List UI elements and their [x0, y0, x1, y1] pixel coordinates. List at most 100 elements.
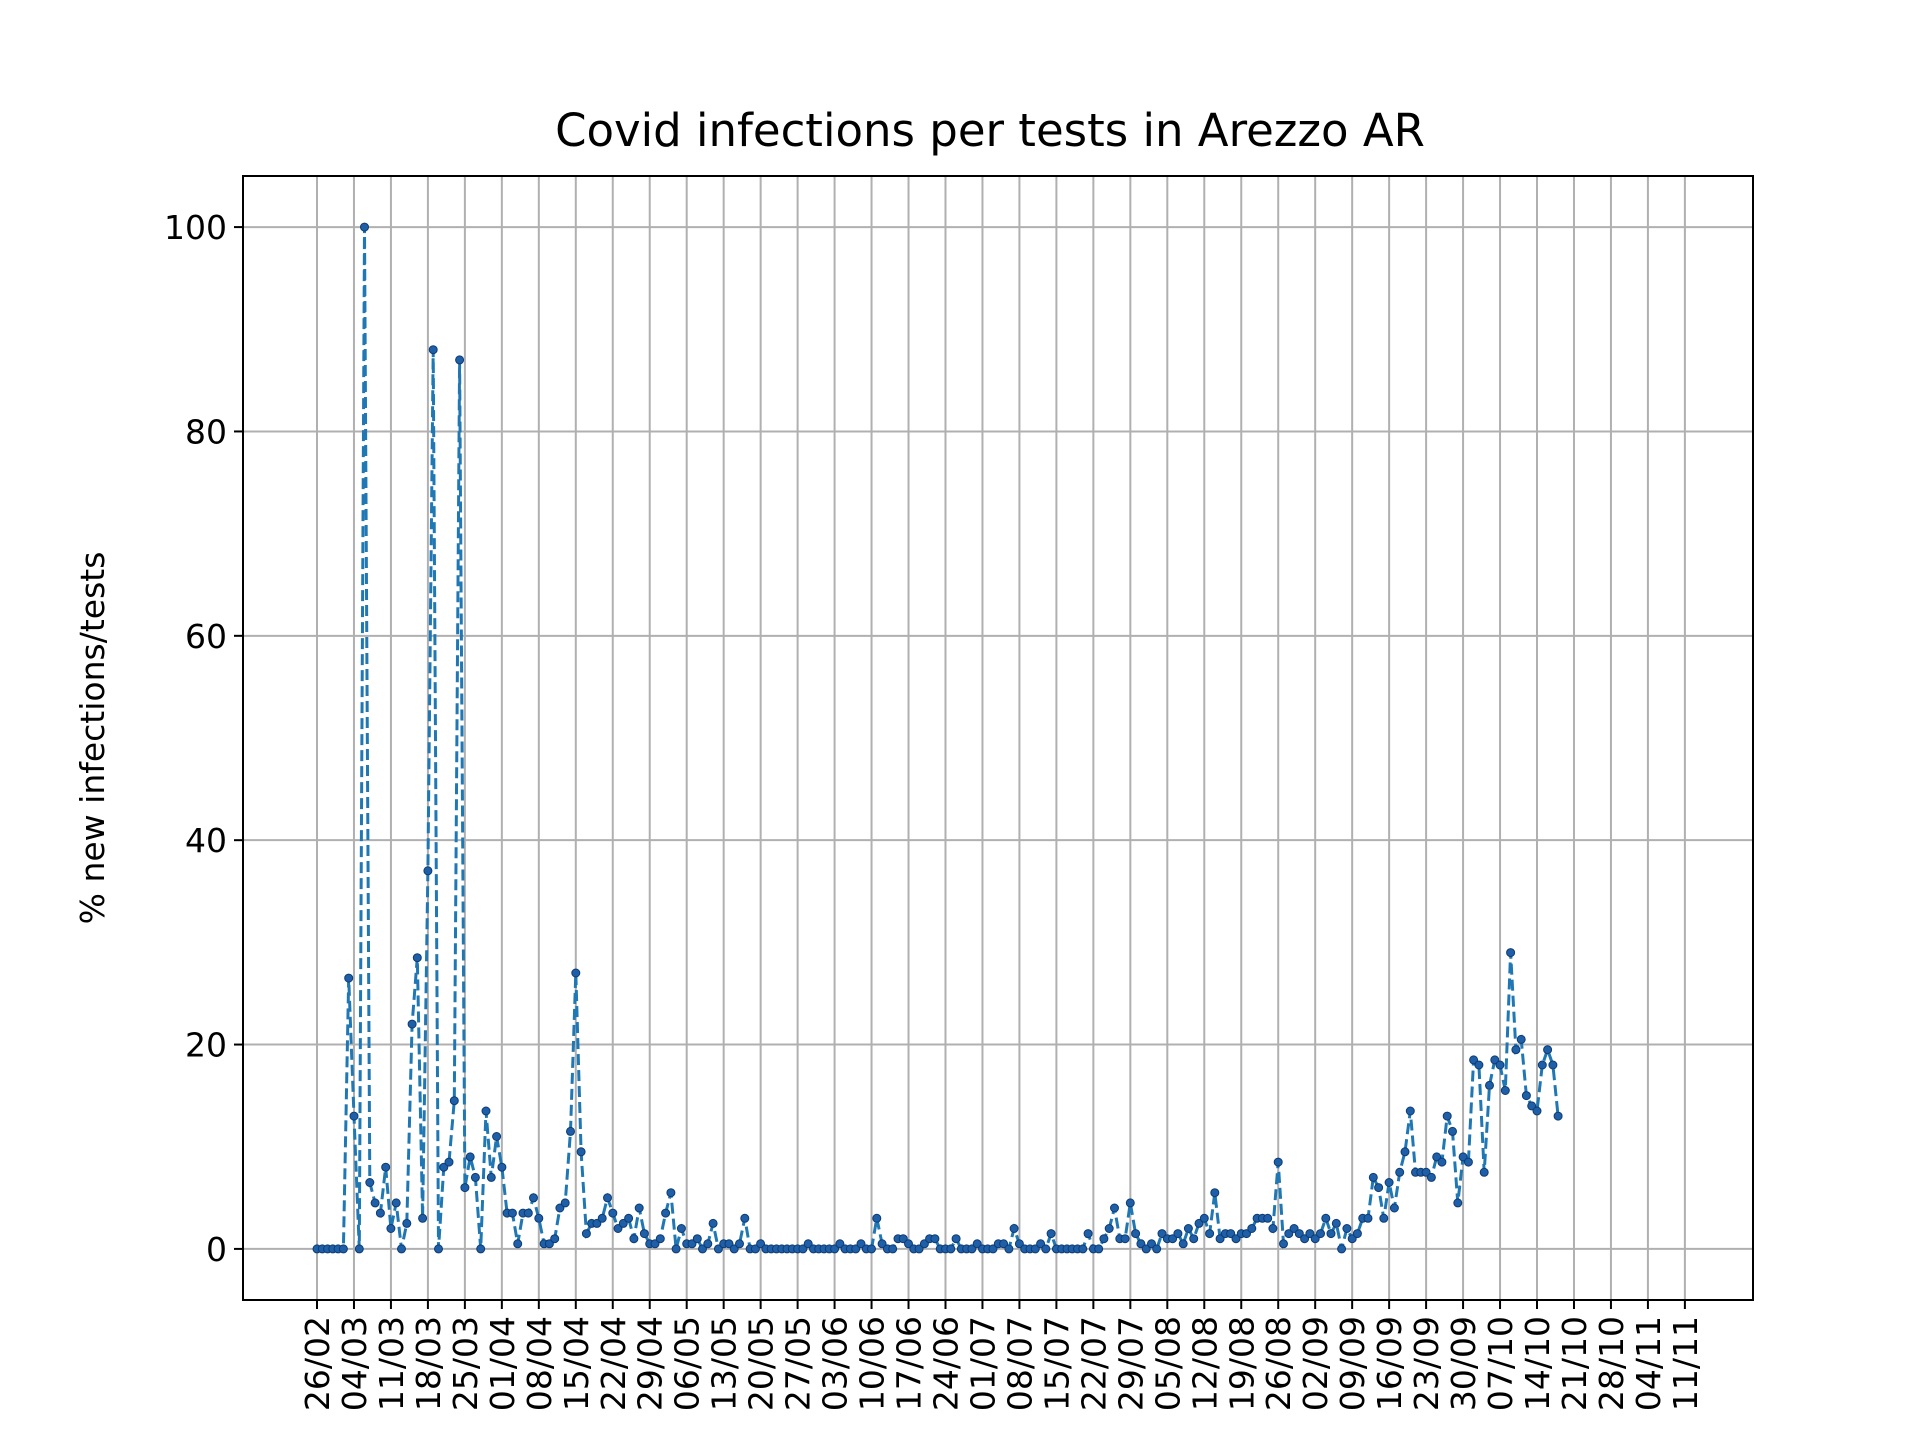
data-point	[830, 1244, 840, 1254]
data-point	[1532, 1106, 1542, 1116]
y-axis-label: % new infections/tests	[73, 552, 112, 925]
data-point	[1374, 1183, 1384, 1193]
data-point	[1495, 1060, 1505, 1070]
data-point	[1537, 1060, 1547, 1070]
data-point	[1141, 1244, 1151, 1254]
data-point	[698, 1244, 707, 1254]
data-point	[713, 1244, 723, 1254]
x-tick-label: 25/03	[446, 1316, 485, 1411]
data-point	[1189, 1234, 1199, 1244]
data-point	[444, 1157, 454, 1167]
data-point	[1500, 1086, 1510, 1095]
data-point	[930, 1234, 940, 1244]
data-point	[666, 1188, 676, 1198]
data-point	[470, 1172, 480, 1182]
data-point	[988, 1244, 998, 1254]
data-point	[1389, 1203, 1399, 1213]
data-point	[571, 968, 581, 978]
x-tick-label: 08/04	[520, 1316, 559, 1411]
data-point	[523, 1208, 533, 1218]
x-tick-label: 27/05	[779, 1316, 818, 1411]
data-point	[428, 345, 438, 355]
data-point	[434, 1244, 443, 1254]
data-point	[1231, 1234, 1241, 1244]
data-point	[1157, 1229, 1167, 1239]
data-point	[1352, 1229, 1362, 1239]
data-point	[1226, 1229, 1236, 1239]
data-point	[999, 1239, 1009, 1249]
data-point	[1448, 1126, 1457, 1136]
data-point	[703, 1239, 713, 1249]
data-point	[1205, 1229, 1215, 1239]
data-point	[354, 1244, 364, 1254]
data-point	[1030, 1244, 1040, 1254]
data-point	[1511, 1045, 1521, 1055]
data-point	[1521, 1091, 1531, 1101]
y-tick-label: 100	[164, 208, 227, 247]
x-tick-label: 23/09	[1407, 1316, 1446, 1411]
x-axis: 26/0204/0311/0318/0325/0301/0408/0415/04…	[298, 1300, 1705, 1411]
data-point	[412, 953, 422, 963]
data-point	[872, 1213, 882, 1223]
x-tick-label: 03/06	[816, 1316, 855, 1411]
data-point	[1083, 1229, 1093, 1239]
data-point	[1120, 1234, 1130, 1244]
data-point	[555, 1203, 565, 1213]
data-point	[650, 1239, 660, 1249]
data-point	[486, 1172, 496, 1182]
data-point	[455, 355, 465, 365]
x-tick-label: 30/09	[1444, 1316, 1483, 1411]
data-point	[576, 1147, 586, 1157]
data-point	[708, 1218, 718, 1228]
data-point	[1368, 1172, 1378, 1182]
data-point	[1400, 1147, 1410, 1157]
data-point	[1268, 1224, 1278, 1233]
data-point	[365, 1178, 375, 1187]
data-point	[481, 1106, 491, 1116]
data-point	[492, 1132, 502, 1141]
x-tick-label: 15/04	[557, 1316, 596, 1411]
x-tick-label: 05/08	[1148, 1316, 1187, 1411]
x-tick-label: 02/09	[1296, 1316, 1335, 1411]
data-point	[798, 1244, 808, 1254]
data-point	[386, 1224, 396, 1233]
data-point	[1506, 948, 1516, 958]
data-point	[529, 1193, 538, 1203]
x-tick-label: 08/07	[1000, 1316, 1039, 1411]
x-tick-label: 06/05	[668, 1316, 707, 1411]
data-point	[1194, 1218, 1204, 1228]
y-tick-label: 80	[185, 412, 227, 451]
data-point	[534, 1213, 544, 1223]
grid	[243, 176, 1753, 1300]
data-point	[1453, 1198, 1463, 1208]
data-point	[898, 1234, 908, 1244]
data-point	[544, 1239, 554, 1249]
data-point	[603, 1193, 612, 1203]
data-point	[1136, 1239, 1146, 1249]
data-point	[756, 1239, 766, 1249]
x-tick-label: 04/03	[335, 1316, 374, 1411]
x-tick-label: 19/08	[1222, 1316, 1261, 1411]
x-tick-label: 21/10	[1555, 1316, 1594, 1411]
data-point	[407, 1019, 417, 1029]
x-tick-label: 22/07	[1074, 1316, 1113, 1411]
data-point	[1543, 1045, 1553, 1055]
data-point	[1342, 1224, 1352, 1233]
data-point	[418, 1213, 428, 1223]
x-tick-label: 17/06	[890, 1316, 929, 1411]
data-point	[391, 1198, 401, 1208]
data-point	[1426, 1172, 1436, 1182]
data-point	[1331, 1218, 1341, 1228]
data-point	[592, 1218, 602, 1228]
x-tick-label: 12/08	[1185, 1316, 1224, 1411]
data-point	[1479, 1167, 1489, 1177]
data-point	[381, 1162, 391, 1172]
data-point	[344, 973, 354, 983]
data-point	[1326, 1229, 1336, 1239]
data-point	[803, 1239, 813, 1249]
data-point	[1310, 1234, 1320, 1244]
x-tick-label: 18/03	[409, 1316, 448, 1411]
data-point	[1263, 1213, 1273, 1223]
data-point	[1363, 1213, 1373, 1223]
